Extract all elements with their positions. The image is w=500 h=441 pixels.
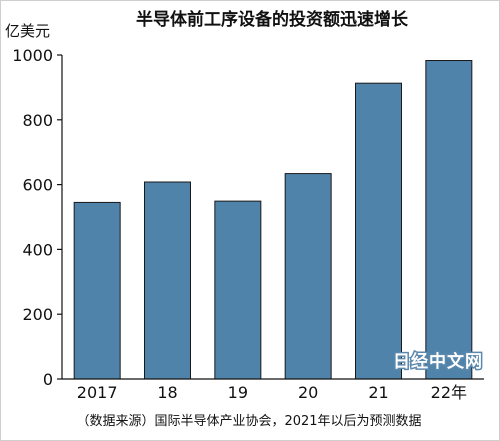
y-tick-label: 400 [22,240,53,259]
bar-22年 [425,60,473,380]
bar-19 [214,200,262,380]
x-tick-label: 2017 [77,383,118,402]
y-tick-label: 600 [22,176,53,195]
watermark-logo: 日经中文网 [393,351,483,372]
y-tick-label: 0 [43,370,53,389]
bar-21 [355,82,402,380]
x-tick-label: 21 [368,383,388,402]
bar-2017 [73,201,121,380]
x-tick-label: 18 [157,383,177,402]
y-axis-unit-label: 亿美元 [5,22,50,40]
y-tick-label: 200 [22,305,53,324]
x-axis-ticks: 2017 18 19 20 21 22年 [77,383,467,402]
bar-20 [284,173,332,380]
y-tick-label: 1000 [12,46,53,65]
bars [73,60,473,380]
x-tick-label: 20 [298,383,318,402]
y-tick-label: 800 [22,111,53,130]
y-axis-ticks: 0 200 400 600 800 1000 [12,46,62,389]
source-note: （数据来源）国际半导体产业协会，2021年以后为预测数据 [76,414,421,429]
bar-18 [144,181,191,380]
x-tick-label: 22年 [431,383,467,402]
chart-title: 半导体前工序设备的投资额迅速增长 [136,9,409,30]
x-tick-label: 19 [228,383,248,402]
